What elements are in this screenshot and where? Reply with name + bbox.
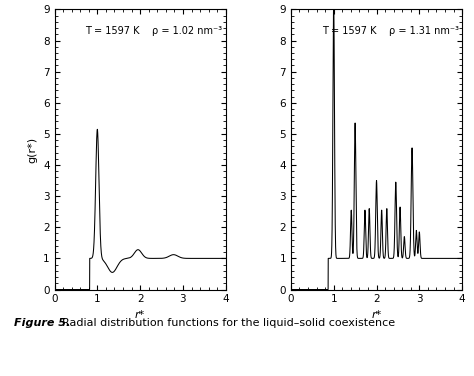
Text: Figure 5.: Figure 5. — [14, 318, 71, 328]
Y-axis label: g(r*): g(r*) — [27, 136, 37, 162]
X-axis label: r*: r* — [372, 310, 382, 320]
X-axis label: r*: r* — [135, 310, 145, 320]
Text: T = 1597 K    ρ = 1.31 nm⁻³: T = 1597 K ρ = 1.31 nm⁻³ — [322, 26, 459, 36]
Text: T = 1597 K    ρ = 1.02 nm⁻³: T = 1597 K ρ = 1.02 nm⁻³ — [85, 26, 222, 36]
Text: Radial distribution functions for the liquid–solid coexistence: Radial distribution functions for the li… — [55, 318, 395, 328]
